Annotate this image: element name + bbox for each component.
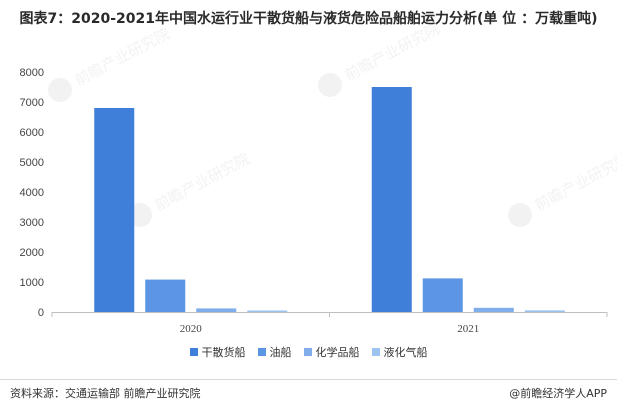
x-tick-label: 2020 (180, 323, 203, 335)
bar (196, 308, 237, 312)
brand-text: @前瞻经济学人APP (509, 387, 607, 400)
legend-swatch (189, 348, 198, 356)
watermark: 前瞻产业研究院 (128, 149, 253, 227)
bar (422, 278, 463, 312)
watermark-logo-icon (508, 203, 532, 227)
watermark-text: 前瞻产业研究院 (72, 24, 173, 89)
watermark-text: 前瞻产业研究院 (532, 149, 617, 214)
legend-item: 油船 (257, 344, 292, 360)
bar (94, 108, 135, 312)
footer-divider (0, 379, 617, 380)
watermark: 前瞻产业研究院 (48, 24, 173, 102)
y-tick-label: 0 (38, 307, 44, 319)
y-tick-label: 5000 (20, 157, 44, 169)
bar (371, 87, 412, 312)
y-tick-label: 2000 (20, 247, 44, 259)
source-text: 资料来源：交通运输部 前瞻产业研究院 (10, 387, 201, 400)
y-tick-label: 4000 (20, 187, 44, 199)
legend-swatch (257, 348, 266, 356)
watermark: 前瞻产业研究院 (508, 149, 617, 227)
bar (247, 310, 288, 312)
watermark: 前瞻产业研究院 (318, 19, 443, 97)
legend-item: 液化气船 (371, 344, 428, 360)
watermark-logo-icon (318, 73, 342, 97)
legend-label: 干散货船 (201, 346, 246, 359)
bar (145, 279, 186, 312)
legend-item: 化学品船 (303, 344, 360, 360)
y-tick-label: 6000 (20, 127, 44, 139)
y-tick-label: 8000 (20, 67, 44, 79)
x-axis: 2020 2021 (51, 312, 608, 335)
watermark-logo-icon (48, 78, 72, 102)
y-tick-label: 7000 (20, 97, 44, 109)
bar (473, 307, 514, 312)
legend-label: 油船 (269, 346, 292, 359)
watermark-text: 前瞻产业研究院 (342, 19, 443, 84)
legend-item: 干散货船 (189, 344, 246, 360)
y-tick-label: 3000 (20, 217, 44, 229)
watermark-text: 前瞻产业研究院 (152, 149, 253, 214)
legend: 干散货船 油船 化学品船 液化气船 (0, 343, 617, 361)
bar (524, 310, 565, 312)
chart-title: 图表7：2020-2021年中国水运行业干散货船与液货危险品船舶运力分析(单 位… (19, 11, 598, 27)
bars-group (94, 87, 565, 312)
y-tick-label: 1000 (20, 277, 44, 289)
legend-label: 液化气船 (383, 346, 428, 359)
legend-swatch (303, 348, 312, 356)
brand-credit: @前瞻经济学人APP (509, 385, 607, 401)
legend-label: 化学品船 (315, 346, 360, 359)
legend-swatch (371, 348, 380, 356)
x-tick-label: 2021 (457, 323, 479, 335)
y-axis: 0 1000 2000 3000 4000 5000 6000 7000 8000 (20, 67, 44, 319)
